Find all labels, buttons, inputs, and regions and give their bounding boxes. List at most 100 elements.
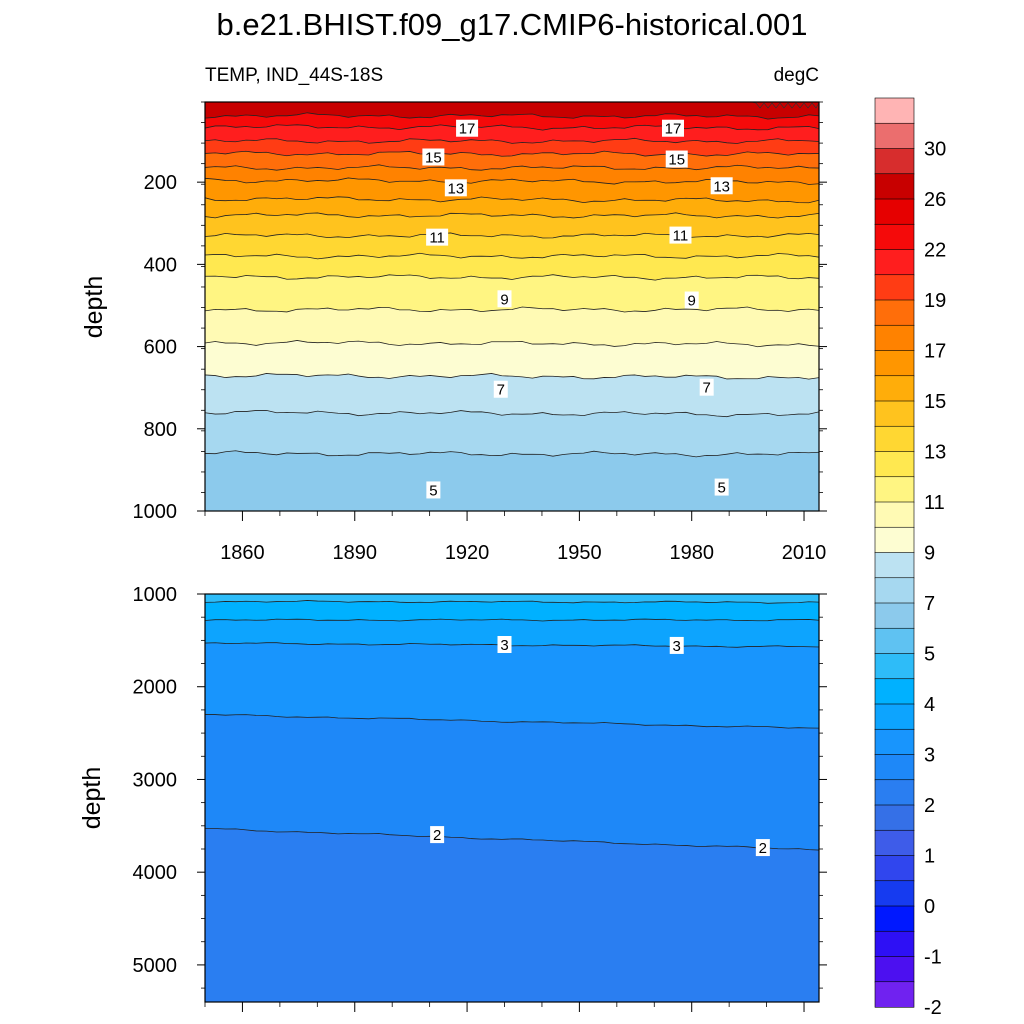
colorbar-swatch	[874, 451, 915, 478]
top-contour-label-box	[699, 378, 714, 396]
top-isotherm-line	[205, 112, 819, 120]
top-panel: 17 17 15 15 13 13 11 11 9 9 7 7 5 5 200 400 600 800 1000 1…	[80, 101, 827, 564]
colorbar-swatch	[874, 678, 915, 705]
top-contour-label-box	[456, 119, 479, 137]
bot-y-tick-label: 4000	[133, 862, 178, 884]
bot-contour-label-box	[669, 636, 684, 654]
colorbar-label: 19	[924, 290, 946, 312]
colorbar-label: 17	[924, 341, 946, 363]
top-isotherm-line	[205, 274, 819, 281]
bottom-contour-lines	[205, 600, 819, 851]
colorbar-swatch	[874, 375, 915, 402]
subtitle-left: TEMP, IND_44S-18S	[205, 65, 383, 86]
colorbar-swatch	[874, 400, 915, 427]
colorbar-label: 1	[924, 846, 935, 868]
top-y-tick-label: 400	[144, 254, 177, 276]
top-contour-label-box	[426, 228, 449, 246]
bot-contour-label: 3	[500, 637, 508, 654]
colorbar-swatch	[874, 552, 915, 579]
top-y-tick-label: 200	[144, 172, 177, 194]
bot-contour-band	[205, 714, 819, 851]
top-axes: 200 400 600 800 1000 1860 1890 1920 1950 1980 2010	[133, 101, 827, 564]
bot-y-tick-label: 2000	[133, 677, 178, 699]
top-contour-label-box	[661, 119, 684, 137]
top-isotherm-line	[205, 232, 819, 239]
top-contour-label-box	[426, 481, 441, 499]
top-isotherm-line	[205, 164, 819, 171]
top-contour-band	[205, 340, 819, 380]
top-x-tick-label: 1920	[445, 542, 490, 564]
bottom-plot-frame	[204, 593, 820, 1003]
colorbar-label: 7	[924, 593, 935, 615]
colorbar-swatch	[874, 173, 915, 200]
top-contour-label: 11	[429, 230, 445, 247]
top-contour-label-box	[710, 177, 733, 195]
colorbar-label: 22	[924, 240, 946, 262]
top-x-tick-label: 1860	[220, 542, 265, 564]
top-contour-label: 5	[429, 482, 437, 499]
top-contour-band	[205, 102, 819, 120]
top-contour-band	[205, 450, 819, 511]
bot-contour-band	[205, 828, 819, 1002]
colorbar-swatch	[874, 956, 915, 983]
top-contour-label: 7	[703, 380, 711, 397]
bottom-y-axis-title: depth	[78, 767, 106, 830]
top-contour-labels: 17 17 15 15 13 13 11 11 9 9 7 7 5 5	[422, 119, 733, 499]
top-isotherm-line	[205, 124, 819, 131]
colorbar-label: 5	[924, 644, 935, 666]
bot-isotherm-line	[205, 714, 819, 729]
top-contour-label-box	[497, 290, 512, 308]
bot-isotherm-line	[205, 642, 819, 648]
top-y-axis-title: depth	[80, 276, 108, 339]
colorbar-label: 3	[924, 745, 935, 767]
colorbar-swatch	[874, 905, 915, 932]
bot-isotherm-line	[205, 618, 819, 622]
top-surface-ripple	[751, 102, 819, 109]
colorbar-swatch	[874, 198, 915, 225]
colorbar-swatch	[874, 526, 915, 554]
colorbar-swatch	[874, 350, 915, 377]
top-contour-band	[205, 177, 819, 203]
top-y-tick-label: 600	[144, 337, 177, 359]
top-contour-band	[205, 410, 819, 457]
bot-isotherm-line	[205, 828, 819, 851]
colorbar-swatch	[874, 476, 915, 503]
colorbar-swatch	[874, 930, 915, 958]
top-contour-band	[205, 138, 819, 157]
top-x-tick-label: 2010	[782, 542, 827, 564]
figure-title: b.e21.BHIST.f09_g17.CMIP6-historical.001	[216, 7, 807, 42]
top-isotherm-line	[205, 450, 819, 458]
top-x-tick-label: 1890	[333, 542, 378, 564]
top-isotherm-line	[205, 137, 819, 144]
colorbar-label: 26	[924, 189, 946, 211]
bot-y-tick-label: 1000	[133, 584, 178, 606]
colorbar-swatch	[874, 122, 915, 150]
top-isotherm-line	[205, 212, 819, 219]
colorbar-label: 0	[924, 896, 935, 918]
bot-contour-label-box	[430, 826, 445, 844]
top-contour-band	[205, 307, 819, 347]
colorbar-swatch	[874, 223, 915, 251]
top-x-tick-label: 1980	[669, 542, 714, 564]
colorbar-swatch	[874, 97, 915, 124]
colorbar-label: 2	[924, 795, 935, 817]
colorbar-swatch	[874, 804, 915, 831]
top-contour-label-box	[665, 150, 688, 168]
top-contour-label: 7	[497, 382, 505, 399]
top-contour-band	[205, 196, 819, 219]
top-contour-label-box	[669, 226, 692, 244]
top-isotherm-line	[205, 306, 819, 313]
colorbar-swatch	[874, 653, 915, 680]
bot-contour-label: 2	[759, 840, 767, 857]
colorbar-swatch	[874, 855, 915, 882]
bot-contour-band	[205, 642, 819, 729]
top-contour-band	[205, 212, 819, 239]
top-contour-label: 5	[717, 480, 725, 497]
bot-contour-band	[205, 619, 819, 648]
bottom-contour-labels: 3 3 2 2	[430, 636, 770, 857]
top-contour-band	[205, 373, 819, 417]
top-isotherm-line	[205, 150, 819, 157]
bot-contour-band	[205, 600, 819, 622]
top-isotherm-line	[205, 196, 819, 204]
